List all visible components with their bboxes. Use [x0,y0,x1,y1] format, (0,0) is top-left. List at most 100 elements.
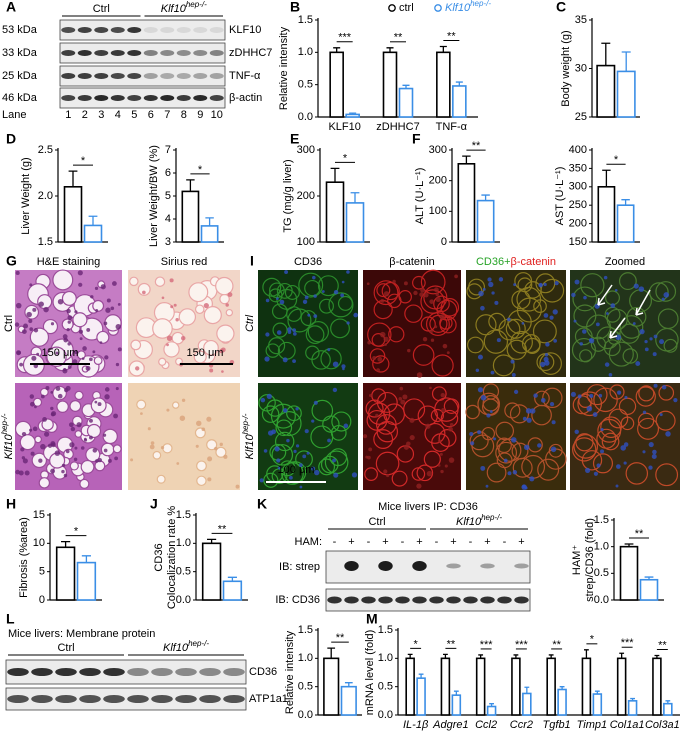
y-tick-label: 1.5 [298,624,313,636]
texture [307,313,311,317]
bar [616,657,627,716]
texture [266,393,272,399]
texture [207,477,212,482]
y-axis-label: Fibrosis (%area) [18,517,30,598]
texture [661,297,665,301]
texture [551,420,556,425]
texture [639,328,645,335]
texture [372,356,377,360]
texture [20,447,25,452]
texture [265,343,281,358]
significance-label: *** [338,32,352,44]
significance-label: ** [394,32,403,44]
texture [580,273,605,298]
error-bar [621,51,631,72]
bar [323,657,340,716]
blot-band [223,668,245,676]
texture [260,397,266,403]
texture [586,405,593,412]
blot-label: IB: CD36 [275,594,320,606]
texture [469,431,474,437]
blot-band [463,596,478,604]
text-part: hep-/- [0,413,9,434]
texture [306,451,310,455]
texture [644,340,648,344]
texture [311,466,316,471]
x-tick-label: Col1a1 [610,719,645,731]
error-bar [350,192,360,203]
bar [451,694,462,716]
texture [284,270,289,275]
scale-bar-label: 150 μm [42,347,79,359]
texture [648,441,654,448]
blot-band [94,50,109,56]
texture [162,443,173,454]
texture [103,448,108,453]
texture [490,370,495,375]
text-part: Klf10 [161,3,187,15]
panel-letter: C [556,0,566,15]
blot-band [143,95,158,101]
texture [494,300,499,305]
texture [79,478,90,489]
texture [429,314,448,333]
lane-number: 8 [181,109,187,121]
texture [176,462,180,465]
texture [328,292,354,318]
blot-band [199,668,221,676]
bar [405,657,415,716]
texture [203,305,222,325]
texture [529,476,535,482]
error-bar [349,112,357,115]
texture [203,339,219,356]
bar [663,702,673,716]
texture [603,339,621,357]
ham-sign: - [503,536,507,548]
texture [156,474,166,484]
blot-band [61,95,76,101]
texture [477,354,483,360]
bar [222,580,243,601]
texture [34,435,42,444]
texture [521,334,541,354]
texture [362,434,368,439]
texture [409,435,415,441]
blot-band [127,73,142,79]
lane-number: 6 [148,109,154,121]
texture [196,460,207,472]
texture [367,322,392,347]
texture [284,284,300,300]
group-label: Klf10hep-/- [456,513,502,528]
texture [529,408,536,414]
significance-label: *** [515,639,529,651]
texture [313,314,318,319]
texture [85,365,91,371]
texture [571,337,596,363]
texture [610,303,616,309]
texture [659,339,665,345]
text-part: Klf10 [244,434,256,460]
significance-label: * [74,526,79,538]
texture [537,443,542,448]
texture [439,316,453,330]
error-bar [621,199,630,206]
texture [287,327,292,332]
texture [483,329,509,354]
texture [513,283,517,287]
texture [620,445,627,451]
texture [265,332,270,337]
panel-letter: D [6,131,16,147]
column-label: Sirius red [161,256,207,268]
blot-band [160,27,175,33]
texture [618,272,637,291]
blot-band [160,50,175,56]
y-axis-label: Liver Weight (g) [20,157,32,234]
texture [653,334,658,339]
y-tick-label: 0.5 [378,681,393,693]
y-axis-label: strep/CD36 (fold) [584,518,596,602]
panel-letter: E [290,131,299,147]
texture [106,298,111,303]
texture [304,295,309,300]
y-tick-label: 5 [39,566,45,578]
lane-number: 1 [65,109,71,121]
